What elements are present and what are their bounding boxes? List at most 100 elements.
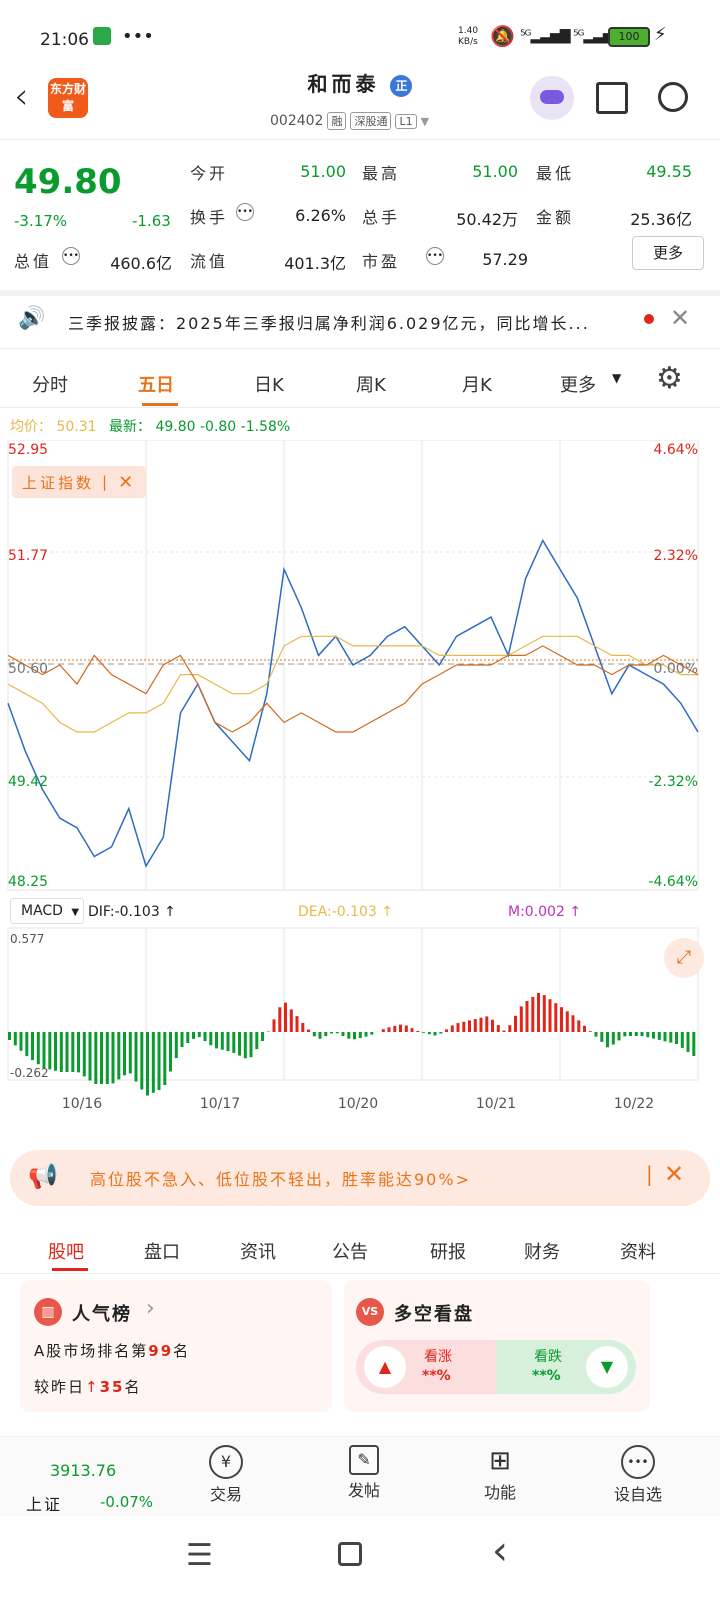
tab-monthly-k[interactable]: 月K: [462, 375, 492, 396]
more-quote-button[interactable]: 更多: [632, 236, 704, 270]
grid-icon: ⊞: [489, 1446, 511, 1476]
avg-value: 50.31: [56, 419, 97, 435]
close-icon[interactable]: ✕: [118, 471, 137, 493]
macd-bar: [680, 1032, 684, 1048]
index-quote[interactable]: 3913.76 上证 -0.07%: [0, 1437, 170, 1517]
series-group: [7, 538, 699, 868]
stock-name: 和而泰 正: [0, 68, 720, 97]
ticker-text[interactable]: 三季报披露：2025年三季报归属净利润6.029亿元，同比增长...: [68, 314, 590, 333]
close-icon[interactable]: ✕: [670, 304, 691, 332]
tab-intraday[interactable]: 分时: [32, 375, 68, 396]
news-ticker[interactable]: 🔊 三季报披露：2025年三季报归属净利润6.029亿元，同比增长... ✕: [0, 290, 720, 346]
macd-bar: [640, 1032, 644, 1036]
macd-bar: [266, 1031, 270, 1032]
back-icon[interactable]: ‹: [492, 1528, 508, 1574]
nav-settings[interactable]: ••• 设自选: [588, 1437, 688, 1505]
menu-icon[interactable]: ☰: [186, 1538, 213, 1573]
grid: [7, 440, 699, 1081]
charging-icon: ⚡: [654, 24, 667, 45]
macd-bar: [445, 1029, 448, 1032]
vote-down-area[interactable]: 看跌 **% ▼: [496, 1340, 636, 1394]
indicator-select[interactable]: MACD ▼: [10, 898, 84, 924]
arrow-up-icon[interactable]: ▲: [364, 1346, 406, 1388]
tab-announcements[interactable]: 公告: [332, 1242, 368, 1263]
popularity-card[interactable]: ▥ 人气榜 › A股市场排名第99名 较昨日↑35名: [20, 1280, 332, 1412]
macd-bar: [542, 995, 546, 1032]
dropdown-icon[interactable]: ▼: [420, 114, 430, 128]
expand-icon[interactable]: ⤢: [664, 938, 704, 978]
promo-text[interactable]: 高位股不急入、低位股不轻出，胜率能达90%>: [90, 1170, 471, 1189]
y-tick-right: -2.32%: [648, 774, 698, 790]
index-overlay-tag[interactable]: 上证指数 | ✕: [12, 466, 147, 498]
macd-bar: [606, 1032, 609, 1048]
macd-bar: [249, 1032, 253, 1058]
tab-five-day[interactable]: 五日: [138, 375, 174, 396]
chevron-down-icon[interactable]: ▼: [612, 371, 622, 385]
vote-up-label: 看涨: [424, 1349, 452, 1365]
nav-functions[interactable]: ⊞ 功能: [450, 1437, 550, 1503]
label-turnover: 换手: [190, 208, 229, 227]
macd-bar: [146, 1032, 149, 1096]
tab-news[interactable]: 资讯: [240, 1242, 276, 1263]
value-low: 49.55: [646, 162, 692, 181]
tab-pankou[interactable]: 盘口: [144, 1242, 180, 1263]
brand-logo[interactable]: 东方财富: [48, 78, 88, 118]
robot-avatar-icon[interactable]: [530, 76, 574, 120]
value-market-cap: 460.6亿: [110, 254, 172, 273]
info-icon[interactable]: •••: [62, 247, 80, 265]
gear-icon[interactable]: ⚙: [656, 361, 683, 396]
macd-bar: [657, 1032, 661, 1040]
close-icon[interactable]: ✕: [664, 1160, 685, 1188]
macd-bar: [232, 1032, 236, 1053]
back-button[interactable]: ‹: [14, 76, 29, 117]
info-icon[interactable]: •••: [236, 203, 254, 221]
megaphone-icon: 📢: [28, 1162, 58, 1190]
rank-line: A股市场排名第99名: [34, 1340, 190, 1361]
macd-bar: [634, 1032, 638, 1036]
vote-down-value: **%: [532, 1368, 561, 1384]
share-icon[interactable]: [596, 82, 628, 114]
macd-bar: [623, 1032, 627, 1037]
home-icon[interactable]: [338, 1542, 362, 1566]
tab-more[interactable]: 更多: [560, 375, 596, 396]
macd-bar: [485, 1016, 489, 1032]
macd-bar: [571, 1015, 575, 1032]
stock-name-text: 和而泰: [307, 72, 380, 96]
section-tabs: 股吧 盘口 资讯 公告 研报 财务 资料: [0, 1214, 720, 1274]
tab-finance[interactable]: 财务: [524, 1242, 560, 1263]
vote-bar: ▲ 看涨 **% 看跌 **% ▼: [356, 1340, 636, 1394]
tab-guba[interactable]: 股吧: [48, 1242, 84, 1263]
value-amount: 25.36亿: [630, 210, 692, 229]
five-day-chart[interactable]: 52.95 51.77 50.60 49.42 48.25 4.64% 2.32% 0.00…: [0, 440, 720, 1120]
tab-daily-k[interactable]: 日K: [254, 375, 284, 396]
vote-down-label: 看跌: [534, 1349, 562, 1365]
macd-bar: [324, 1032, 328, 1037]
arrow-down-icon[interactable]: ▼: [586, 1346, 628, 1388]
tab-profile[interactable]: 资料: [620, 1242, 656, 1263]
macd-bar: [71, 1032, 75, 1072]
macd-bar: [301, 1022, 305, 1032]
vote-card[interactable]: VS 多空看盘 ▲ 看涨 **% 看跌 **% ▼: [344, 1280, 650, 1412]
vote-up-area[interactable]: ▲ 看涨 **%: [356, 1340, 496, 1394]
rank-delta-text: 较昨日: [34, 1378, 86, 1396]
x-ticks: 10/16 10/17 10/20 10/21 10/22: [62, 1096, 654, 1112]
info-icon[interactable]: •••: [426, 247, 444, 265]
nav-settings-label: 设自选: [613, 1485, 662, 1504]
macd-group: [8, 992, 696, 1096]
promo-banner[interactable]: 📢 高位股不急入、低位股不轻出，胜率能达90%> | ✕: [10, 1150, 710, 1206]
y-tick-right: 2.32%: [654, 548, 698, 564]
macd-bar: [65, 1032, 69, 1072]
price-line: [7, 538, 699, 868]
chevron-right-icon[interactable]: ›: [146, 1296, 155, 1321]
nav-post[interactable]: ✎ 发帖: [314, 1437, 414, 1501]
macd-bar: [617, 1032, 621, 1041]
search-icon[interactable]: [658, 82, 688, 112]
tab-research[interactable]: 研报: [430, 1242, 466, 1263]
y-tick-left: 48.25: [8, 874, 48, 890]
value-volume: 50.42万: [456, 210, 518, 229]
bottom-nav: 3913.76 上证 -0.07% ¥ 交易 ✎ 发帖 ⊞ 功能 ••• 设自选: [0, 1436, 720, 1516]
nav-trade[interactable]: ¥ 交易: [176, 1437, 276, 1505]
tab-weekly-k[interactable]: 周K: [356, 375, 386, 396]
y-tick-left: 50.60: [8, 661, 48, 677]
macd-bar: [514, 1015, 517, 1032]
